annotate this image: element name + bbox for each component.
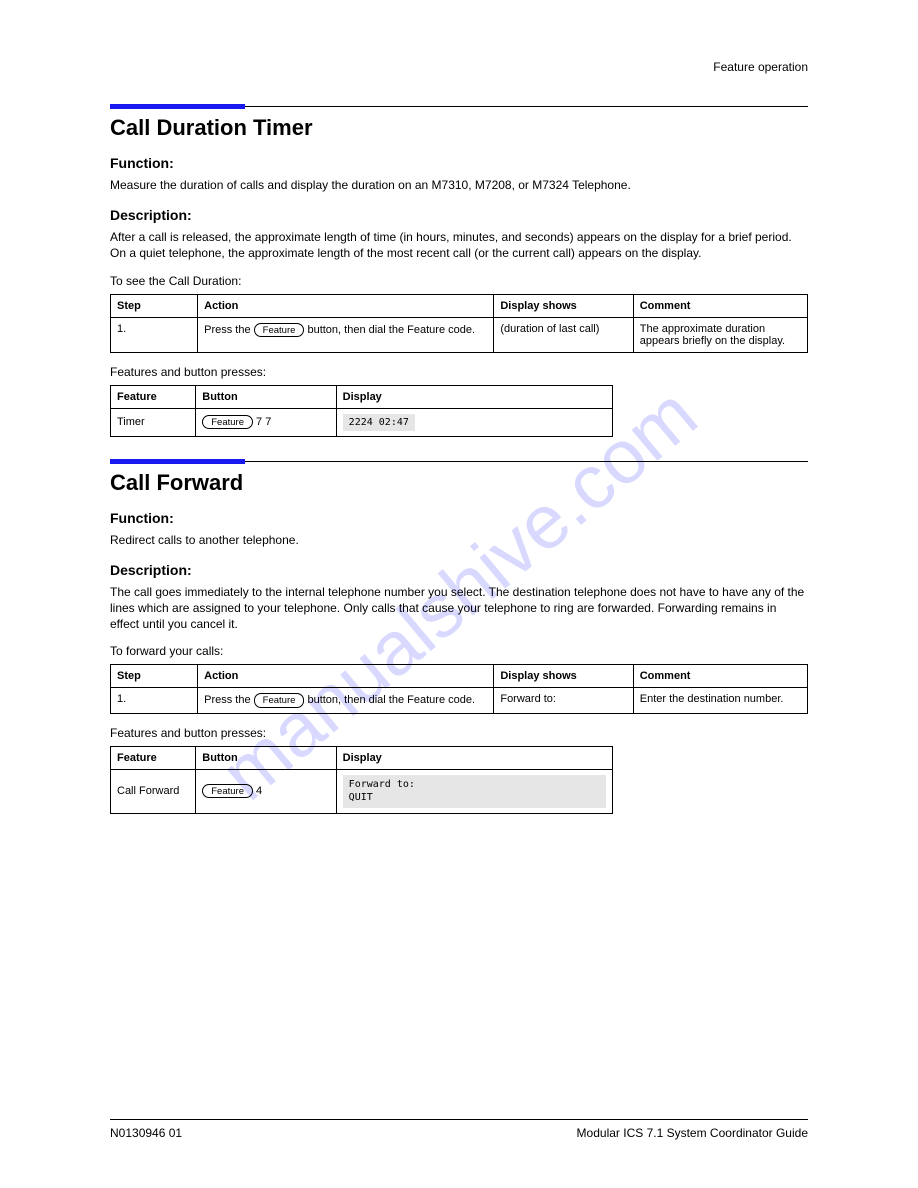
feature-key-icon: Feature	[254, 323, 305, 337]
cell-button: Feature 7 7	[196, 408, 336, 436]
table-row: Timer Feature 7 7 2224 02:47	[111, 408, 613, 436]
col-comment: Comment	[633, 294, 807, 317]
cell-step: 1.	[111, 317, 198, 352]
cell-display: 2224 02:47	[336, 408, 612, 436]
footer-right: Modular ICS 7.1 System Coordinator Guide	[577, 1126, 808, 1140]
function-label: Function:	[110, 155, 808, 171]
col-feature: Feature	[111, 385, 196, 408]
display-screen: Forward to: QUIT	[343, 775, 606, 808]
table-row: Call Forward Feature 4 Forward to: QUIT	[111, 769, 613, 813]
features-table: Feature Button Display Timer Feature 7 7…	[110, 385, 613, 437]
features-label: Features and button presses:	[110, 365, 808, 379]
feature-key-icon: Feature	[254, 693, 305, 707]
col-display: Display shows	[494, 665, 633, 688]
action-pre: Press the	[204, 694, 254, 706]
table-header-row: Step Action Display shows Comment	[111, 665, 808, 688]
cell-action: Press the Feature button, then dial the …	[198, 317, 494, 352]
cell-button: Feature 4	[196, 769, 336, 813]
rule-line	[245, 106, 808, 107]
button-post: 4	[253, 785, 262, 797]
cell-display: (duration of last call)	[494, 317, 633, 352]
button-post: 7 7	[253, 416, 271, 428]
table-row: 1. Press the Feature button, then dial t…	[111, 688, 808, 713]
action-pre: Press the	[204, 324, 254, 336]
function-text: Redirect calls to another telephone.	[110, 532, 808, 548]
display-screen: 2224 02:47	[343, 414, 415, 431]
cell-action: Press the Feature button, then dial the …	[198, 688, 494, 713]
function-label: Function:	[110, 510, 808, 526]
feature-key-icon: Feature	[202, 415, 253, 429]
section-title: Call Forward	[110, 470, 808, 496]
col-feature: Feature	[111, 746, 196, 769]
action-post: button, then dial the Feature code.	[304, 324, 475, 336]
table-header-row: Feature Button Display	[111, 385, 613, 408]
feature-key-icon: Feature	[202, 784, 253, 798]
description-label: Description:	[110, 207, 808, 223]
footer-row: N0130946 01 Modular ICS 7.1 System Coord…	[110, 1126, 808, 1140]
cell-step: 1.	[111, 688, 198, 713]
col-display: Display	[336, 746, 612, 769]
cell-comment: The approximate duration appears briefly…	[633, 317, 807, 352]
col-button: Button	[196, 746, 336, 769]
rule-accent	[110, 104, 245, 109]
col-display: Display shows	[494, 294, 633, 317]
rule-accent	[110, 459, 245, 464]
rule-line	[245, 461, 808, 462]
function-text: Measure the duration of calls and displa…	[110, 177, 808, 193]
page-content: Feature operation Call Duration Timer Fu…	[0, 0, 918, 856]
cell-comment: Enter the destination number.	[633, 688, 807, 713]
section-rule	[110, 459, 808, 464]
col-comment: Comment	[633, 665, 807, 688]
col-button: Button	[196, 385, 336, 408]
features-table: Feature Button Display Call Forward Feat…	[110, 746, 613, 814]
section-rule	[110, 104, 808, 109]
cell-feature: Call Forward	[111, 769, 196, 813]
cell-display: Forward to: QUIT	[336, 769, 612, 813]
footer-rule	[110, 1119, 808, 1120]
page-footer: N0130946 01 Modular ICS 7.1 System Coord…	[110, 1119, 808, 1140]
table-title: To forward your calls:	[110, 644, 808, 658]
table-header-row: Feature Button Display	[111, 746, 613, 769]
col-action: Action	[198, 665, 494, 688]
col-action: Action	[198, 294, 494, 317]
col-display: Display	[336, 385, 612, 408]
table-row: 1. Press the Feature button, then dial t…	[111, 317, 808, 352]
description-label: Description:	[110, 562, 808, 578]
procedure-table: Step Action Display shows Comment 1. Pre…	[110, 664, 808, 713]
section-title: Call Duration Timer	[110, 115, 808, 141]
features-label: Features and button presses:	[110, 726, 808, 740]
page-header: Feature operation	[110, 60, 808, 74]
cell-feature: Timer	[111, 408, 196, 436]
table-title: To see the Call Duration:	[110, 274, 808, 288]
col-step: Step	[111, 665, 198, 688]
table-header-row: Step Action Display shows Comment	[111, 294, 808, 317]
footer-left: N0130946 01	[110, 1126, 182, 1140]
description-text: The call goes immediately to the interna…	[110, 584, 808, 633]
action-post: button, then dial the Feature code.	[304, 694, 475, 706]
col-step: Step	[111, 294, 198, 317]
description-text: After a call is released, the approximat…	[110, 229, 808, 261]
procedure-table: Step Action Display shows Comment 1. Pre…	[110, 294, 808, 353]
cell-display: Forward to:	[494, 688, 633, 713]
